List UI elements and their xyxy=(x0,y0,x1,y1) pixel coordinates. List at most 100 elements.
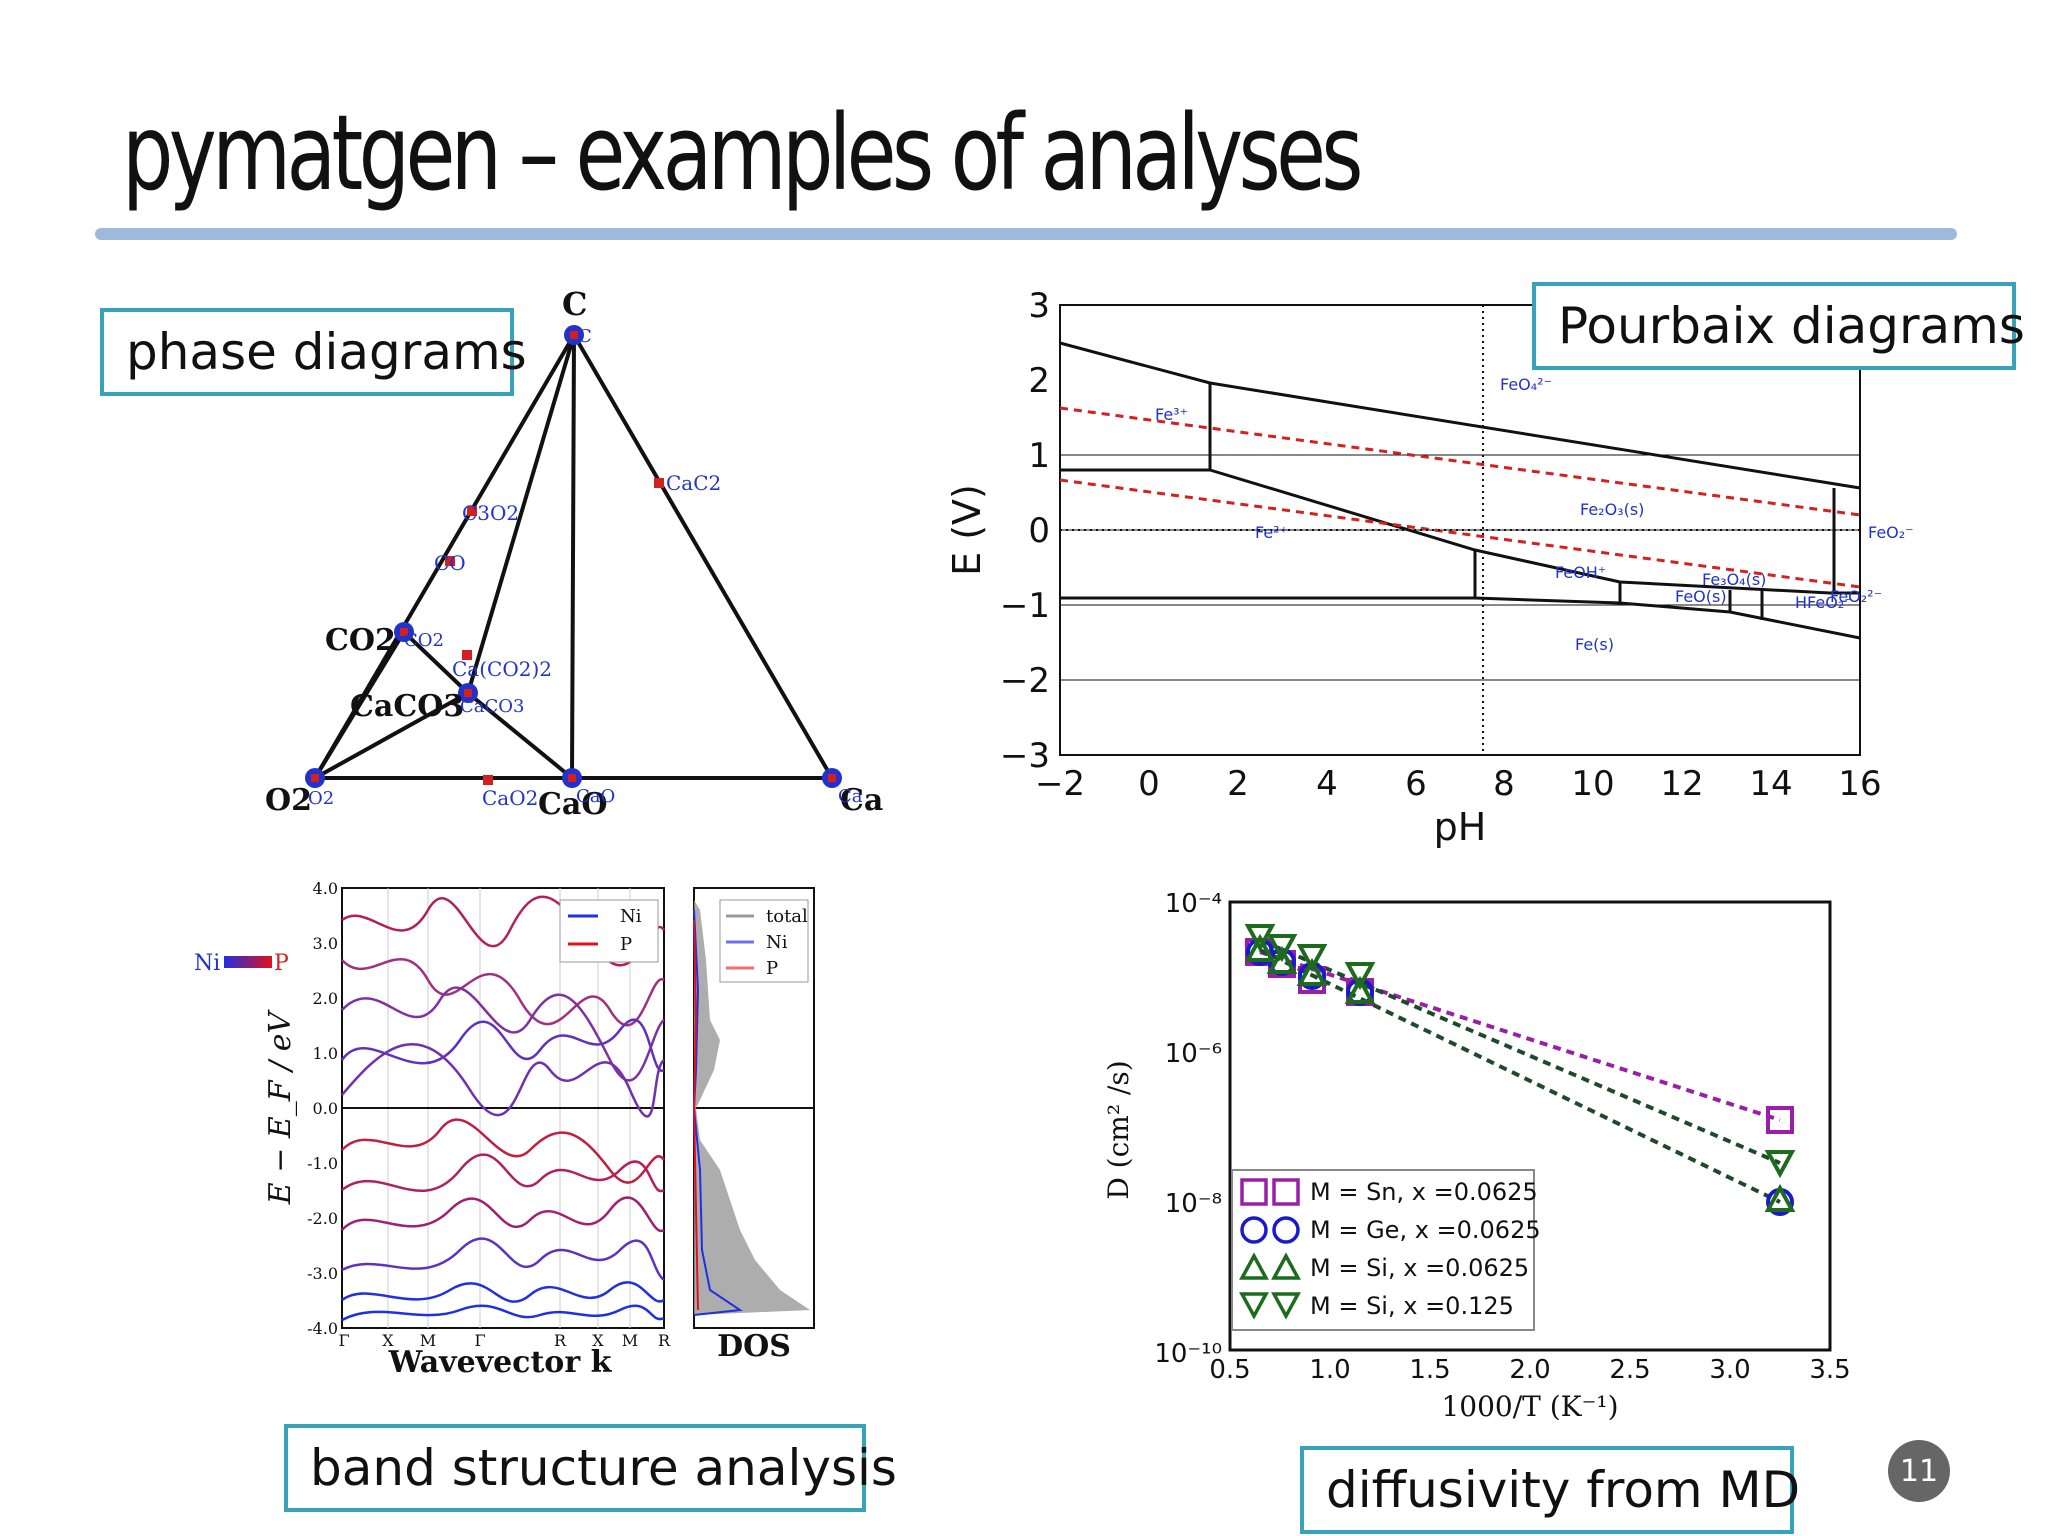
band-kpoint: Γ xyxy=(474,1331,485,1350)
pourbaix-xtick: 8 xyxy=(1493,764,1515,804)
diffusivity-legend-ge: M = Ge, x =0.0625 xyxy=(1310,1216,1541,1244)
pourbaix-xtick: 12 xyxy=(1660,764,1703,804)
pourbaix-xtick: −2 xyxy=(1035,764,1085,804)
pourbaix-ytick: 1 xyxy=(1028,436,1050,476)
diffusivity-xtick: 2.0 xyxy=(1509,1355,1550,1385)
phase-diagram: C C CaC2 C3O2 CO CO2 CO2 Ca(CO2)2 CaCO3 … xyxy=(265,285,883,822)
diffusivity-plot: M = Sn, x =0.0625 M = Ge, x =0.0625 M = … xyxy=(1102,889,1851,1420)
band-legend-p: P xyxy=(620,934,632,955)
pourbaix-ytick: −3 xyxy=(1000,736,1050,776)
phase-label-ca: Ca xyxy=(840,783,883,818)
label-band-structure-text: band structure analysis xyxy=(310,1439,897,1497)
label-pourbaix-diagrams: Pourbaix diagrams xyxy=(1532,282,2025,370)
phase-label-cao2: CaO2 xyxy=(482,786,538,810)
phase-label-ca-small: Ca xyxy=(838,786,863,807)
phase-label-caco3-small: CaCO3 xyxy=(460,696,525,717)
pourbaix-xtick: 4 xyxy=(1316,764,1338,804)
band-ytick: -4.0 xyxy=(307,1319,338,1338)
diffusivity-legend-si-2: M = Si, x =0.125 xyxy=(1310,1292,1514,1320)
pourbaix-xtick: 14 xyxy=(1749,764,1792,804)
pourbaix-xtick: 0 xyxy=(1138,764,1160,804)
pourbaix-xtick: 16 xyxy=(1838,764,1881,804)
pourbaix-region-fe3: Fe³⁺ xyxy=(1155,405,1188,424)
diffusivity-xlabel: 1000/T (K⁻¹) xyxy=(1441,1390,1618,1420)
phase-label-c-small: C xyxy=(578,326,592,347)
diffusivity-xtick: 1.5 xyxy=(1409,1355,1450,1385)
pourbaix-diagram: Fe³⁺ FeO₄²⁻ Fe²⁺ Fe₂O₃(s) FeO₂⁻ FeOH⁺ Fe… xyxy=(950,286,1914,849)
page-number: 11 xyxy=(1899,1453,1939,1489)
pourbaix-ylabel: E (V) xyxy=(950,484,989,576)
band-kpoint: M xyxy=(622,1331,638,1350)
phase-label-caco3: CaCO3 xyxy=(350,689,464,724)
phase-label-c3o2: C3O2 xyxy=(462,501,519,525)
band-ytick: 2.0 xyxy=(313,989,338,1008)
band-ytick: -3.0 xyxy=(307,1264,338,1283)
pourbaix-region-feo2-2: FeO₂²⁻ xyxy=(1830,587,1882,606)
diffusivity-ytick: 10⁻⁶ xyxy=(1165,1039,1222,1069)
band-ytick: 4.0 xyxy=(313,879,338,898)
label-diffusivity: diffusivity from MD xyxy=(1300,1446,1800,1534)
band-ylabel: E − E_F / eV xyxy=(263,1008,298,1205)
pourbaix-ytick: −1 xyxy=(1000,586,1050,626)
band-kpoint: R xyxy=(554,1331,567,1350)
title-underline xyxy=(95,228,1957,240)
phase-label-co2-small: CO2 xyxy=(404,630,444,651)
phase-label-cao: CaO xyxy=(538,787,607,822)
pourbaix-region-feo4: FeO₄²⁻ xyxy=(1500,375,1552,394)
dos-legend-ni: Ni xyxy=(766,932,788,953)
phase-label-cac2: CaC2 xyxy=(666,471,721,495)
band-kpoint: R xyxy=(658,1331,671,1350)
diffusivity-ytick: 10⁻⁴ xyxy=(1165,889,1222,919)
diffusivity-xtick: 3.0 xyxy=(1709,1355,1750,1385)
band-ytick: -1.0 xyxy=(307,1154,338,1173)
dos-xlabel: DOS xyxy=(717,1329,791,1364)
phase-label-o2-small: O2 xyxy=(308,788,334,809)
diffusivity-xtick: 1.0 xyxy=(1309,1355,1350,1385)
pourbaix-region-feo2: FeO₂⁻ xyxy=(1868,523,1914,542)
slide-title: pymatgen – examples of analyses xyxy=(122,92,1364,214)
band-kpoint: Γ xyxy=(338,1331,349,1350)
diffusivity-xtick: 3.5 xyxy=(1809,1355,1850,1385)
colorbar-left-label: Ni xyxy=(194,951,220,976)
pourbaix-region-fe2: Fe²⁺ xyxy=(1255,523,1288,542)
band-kpoint: X xyxy=(382,1331,394,1350)
dos-legend-p: P xyxy=(766,958,778,979)
pourbaix-region-fes: Fe(s) xyxy=(1575,635,1614,654)
phase-label-o2: O2 xyxy=(265,783,312,818)
phase-label-caco22: Ca(CO2)2 xyxy=(452,657,552,681)
diffusivity-xtick: 2.5 xyxy=(1609,1355,1650,1385)
pourbaix-ytick: 3 xyxy=(1028,286,1050,326)
colorbar xyxy=(224,956,272,968)
phase-label-c: C xyxy=(562,285,587,323)
label-band-structure: band structure analysis xyxy=(284,1424,897,1512)
pourbaix-xtick: 2 xyxy=(1227,764,1249,804)
band-ytick: -2.0 xyxy=(307,1209,338,1228)
band-ytick: 3.0 xyxy=(313,934,338,953)
pourbaix-region-fe2o3: Fe₂O₃(s) xyxy=(1580,500,1644,519)
pourbaix-region-fe3o4: Fe₃O₄(s) xyxy=(1702,570,1766,589)
diffusivity-ytick: 10⁻⁸ xyxy=(1165,1189,1222,1219)
pourbaix-ytick: 2 xyxy=(1028,361,1050,401)
band-kpoint: M xyxy=(420,1331,436,1350)
band-ytick: 0.0 xyxy=(313,1099,338,1118)
diffusivity-legend-sn: M = Sn, x =0.0625 xyxy=(1310,1178,1538,1206)
dos-legend-total: total xyxy=(766,906,808,927)
pourbaix-ytick: −2 xyxy=(1000,661,1050,701)
diffusivity-ytick: 10⁻¹⁰ xyxy=(1154,1339,1222,1369)
pourbaix-region-hfeo2: HFeO₂⁻ xyxy=(1795,593,1853,612)
phase-label-co: CO xyxy=(434,551,466,575)
band-legend-ni: Ni xyxy=(620,906,642,927)
pourbaix-region-feoh: FeOH⁺ xyxy=(1555,563,1606,582)
phase-label-cao-small: CaO xyxy=(576,786,615,807)
band-ytick: 1.0 xyxy=(313,1044,338,1063)
pourbaix-xtick: 6 xyxy=(1405,764,1427,804)
label-phase-diagrams-text: phase diagrams xyxy=(126,323,527,381)
diffusivity-ylabel: D (cm² /s) xyxy=(1102,1060,1135,1199)
band-structure-plot: Ni P Ni P total Ni P 4.0 3.0 2.0 xyxy=(194,879,815,1380)
band-xlabel: Wavevector k xyxy=(388,1345,613,1380)
label-pourbaix-diagrams-text: Pourbaix diagrams xyxy=(1558,297,2025,355)
pourbaix-xlabel: pH xyxy=(1434,805,1487,849)
pourbaix-region-feos: FeO(s) xyxy=(1675,587,1727,606)
label-phase-diagrams: phase diagrams xyxy=(100,308,527,396)
pourbaix-xtick: 10 xyxy=(1571,764,1614,804)
